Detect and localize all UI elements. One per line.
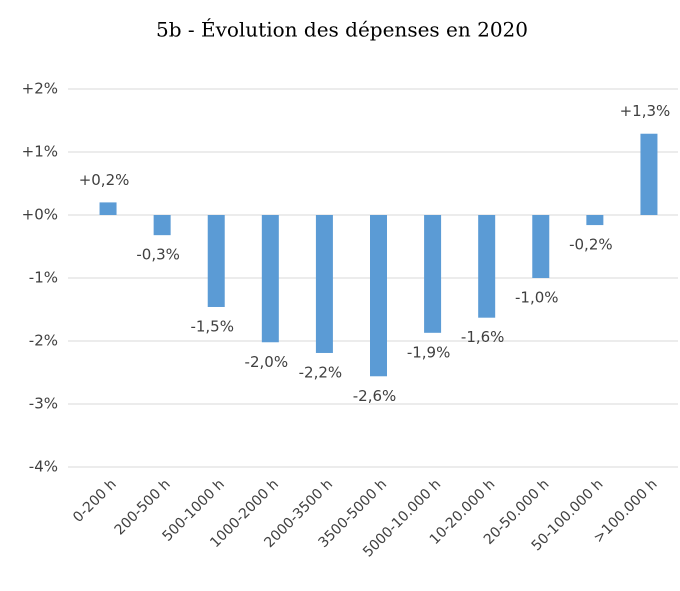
data-label: -1,9%	[407, 343, 451, 361]
bar	[478, 215, 496, 318]
data-label: -1,0%	[515, 289, 559, 307]
chart-title: 5b - Évolution des dépenses en 2020	[156, 18, 528, 42]
x-tick-label: 0-200 h	[70, 476, 120, 526]
bar	[99, 202, 117, 215]
y-tick-label: -3%	[29, 395, 58, 413]
bar	[261, 215, 279, 343]
y-tick-label: -2%	[29, 332, 58, 350]
data-label: -2,2%	[299, 363, 343, 381]
bar	[532, 215, 550, 278]
bar	[315, 215, 333, 353]
y-tick-label: +0%	[22, 206, 58, 224]
data-label: -1,5%	[190, 317, 234, 335]
bar	[207, 215, 225, 307]
bar	[586, 215, 604, 226]
y-tick-label: -1%	[29, 269, 58, 287]
y-tick-label: +1%	[22, 143, 58, 161]
bar	[370, 215, 387, 377]
data-label: -0,2%	[569, 236, 613, 254]
data-label: -1,6%	[461, 328, 505, 346]
y-tick-label: +2%	[22, 80, 58, 98]
bar	[640, 133, 658, 215]
data-label: -2,0%	[245, 353, 289, 371]
bar	[424, 215, 442, 333]
data-label: +0,2%	[79, 171, 130, 189]
bar	[153, 215, 171, 236]
data-label: -0,3%	[136, 246, 180, 264]
y-tick-label: -4%	[29, 458, 58, 476]
data-label: +1,3%	[620, 102, 671, 120]
data-label: -2,6%	[353, 387, 397, 405]
